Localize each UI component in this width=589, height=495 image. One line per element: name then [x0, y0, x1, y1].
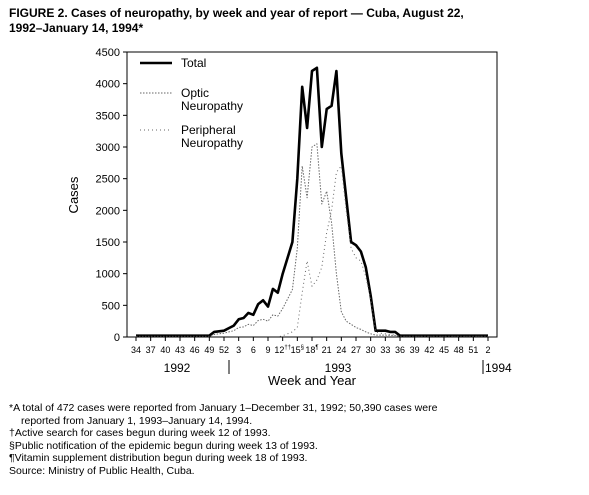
- x-tick-label-37-1: 37: [146, 345, 156, 355]
- x-tick-label-27-15: 27: [351, 345, 361, 355]
- footnote-vitamin-supplement: ¶Vitamin supplement distribution begun d…: [9, 452, 308, 464]
- x-tick-label-48-22: 48: [454, 345, 464, 355]
- x-tick-label-30-16: 30: [366, 345, 376, 355]
- footnote-total-cases: *A total of 472 cases were reported from…: [9, 402, 438, 414]
- x-tick-superscript-12: ††: [284, 345, 291, 351]
- x-tick-label-36-18: 36: [395, 345, 405, 355]
- x-tick-label-46-4: 46: [190, 345, 200, 355]
- legend-label-total: Total: [181, 56, 206, 70]
- x-tick-label-6-8: 6: [251, 345, 256, 355]
- legend-label-optic-neuropathy-line-2: Neuropathy: [181, 99, 243, 113]
- y-tick-label-4500: 4500: [96, 47, 120, 59]
- x-tick-label-15-11: 15§: [291, 345, 304, 355]
- x-tick-label-2-24: 2: [485, 345, 490, 355]
- year-label-1993: 1993: [325, 361, 352, 375]
- y-tick-label-2000: 2000: [96, 205, 120, 217]
- x-tick-label-34-0: 34: [131, 345, 141, 355]
- legend-label-total-line-1: Total: [181, 56, 206, 70]
- y-tick-label-1500: 1500: [96, 237, 120, 249]
- series-line-peripheral-neuropathy: [136, 165, 488, 338]
- x-tick-label-52-6: 52: [219, 345, 229, 355]
- figure-title: FIGURE 2. Cases of neuropathy, by week a…: [9, 6, 579, 36]
- x-tick-superscript-18: ¶: [315, 345, 318, 351]
- footnote-total-cases-cont: reported from January 1, 1993–January 14…: [21, 414, 253, 427]
- x-tick-label-45-21: 45: [439, 345, 449, 355]
- x-tick-label-33-17: 33: [380, 345, 390, 355]
- x-tick-label-9-9: 9: [265, 345, 270, 355]
- x-tick-label-18-12: 18¶: [305, 345, 318, 355]
- footnote-active-search: †Active search for cases begun during we…: [9, 427, 271, 439]
- y-tick-label-1000: 1000: [96, 269, 120, 281]
- x-tick-superscript-15: §: [301, 345, 304, 351]
- x-tick-label-12-10: 12††: [274, 345, 291, 355]
- source-note: Source: Ministry of Public Health, Cuba.: [9, 464, 195, 477]
- legend-label-optic-neuropathy-line-1: Optic: [181, 86, 209, 100]
- x-tick-label-40-2: 40: [160, 345, 170, 355]
- x-tick-label-21-13: 21: [322, 345, 332, 355]
- footnotes: *A total of 472 cases were reported from…: [9, 402, 584, 477]
- y-tick-label-3500: 3500: [96, 110, 120, 122]
- figure-title-line-1: FIGURE 2. Cases of neuropathy, by week a…: [9, 6, 464, 20]
- x-tick-label-3-7: 3: [236, 345, 241, 355]
- legend-label-peripheral-neuropathy-line-2: Neuropathy: [181, 136, 243, 150]
- legend-label-peripheral-neuropathy-line-1: Peripheral: [181, 123, 236, 137]
- figure-title-line-2: 1992–January 14, 1994*: [9, 21, 144, 35]
- y-tick-label-0: 0: [114, 332, 120, 344]
- x-tick-label-43-3: 43: [175, 345, 185, 355]
- series-line-total: [136, 66, 488, 338]
- x-tick-label-49-5: 49: [204, 345, 214, 355]
- x-tick-label-39-19: 39: [410, 345, 420, 355]
- series-line-optic-neuropathy: [136, 143, 488, 337]
- y-tick-label-500: 500: [102, 300, 120, 312]
- x-tick-label-24-14: 24: [336, 345, 346, 355]
- y-tick-label-2500: 2500: [96, 174, 120, 186]
- legend-label-optic-neuropathy: Optic Neuropathy: [181, 86, 243, 113]
- axis-ticks-layer: 0 500 1000 1500 2000 2500 3000 3500 4000 4500 34 37…: [96, 47, 491, 355]
- year-label-1992: 1992: [164, 361, 191, 375]
- footnote-public-notification: §Public notification of the epidemic beg…: [9, 439, 318, 452]
- year-label-1994: 1994: [485, 361, 512, 375]
- series-lines-layer: [136, 66, 488, 338]
- legend-label-peripheral-neuropathy: Peripheral Neuropathy: [181, 123, 243, 150]
- y-tick-label-4000: 4000: [96, 79, 120, 91]
- x-axis-label: Week and Year: [268, 373, 357, 388]
- plot-area-frame: [126, 51, 498, 338]
- x-tick-label-51-23: 51: [468, 345, 478, 355]
- neuropathy-line-chart: 0 500 1000 1500 2000 2500 3000 3500 4000 4500 34 37…: [66, 47, 512, 388]
- y-axis-label: Cases: [66, 176, 81, 213]
- x-tick-label-42-20: 42: [424, 345, 434, 355]
- y-tick-label-3000: 3000: [96, 142, 120, 154]
